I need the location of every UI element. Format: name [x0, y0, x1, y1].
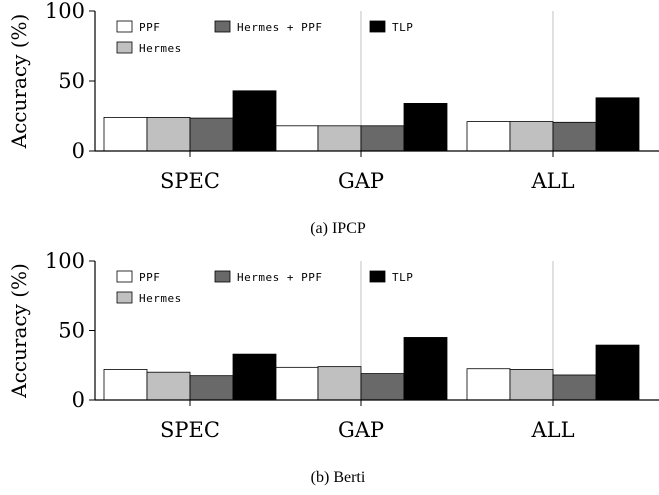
y-tick-label: 100 — [45, 249, 85, 273]
legend-swatch — [369, 20, 386, 33]
legend-item: Hermes — [116, 291, 182, 305]
y-axis-label: Accuracy (%) — [7, 263, 31, 399]
bar-tlp-all — [595, 344, 640, 401]
bar-tlp-gap — [403, 103, 448, 152]
bar-hermes-gap — [317, 125, 362, 152]
chart-panel-2: 0 50 100 SPEC GAP ALL Accuracy (%) PPF Hermes Her… — [7, 249, 659, 486]
legend-item: PPF — [116, 270, 160, 284]
bar-ppf-gap — [274, 125, 319, 152]
legend-item: Hermes + PPF — [214, 270, 322, 284]
bar-ppf-spec — [103, 369, 148, 401]
legend-item: Hermes — [116, 41, 182, 55]
legend-label: TLP — [392, 271, 413, 284]
bar-hermes-ppf-gap — [360, 125, 405, 152]
bar-hermes-ppf-all — [552, 374, 597, 401]
bar-tlp-all — [595, 97, 640, 152]
bar-tlp-spec — [232, 90, 277, 152]
legend-item: TLP — [369, 20, 413, 34]
legend-item: PPF — [116, 20, 160, 34]
legend-label: PPF — [139, 271, 160, 284]
legend-label: Hermes — [139, 42, 182, 55]
bar-ppf-spec — [103, 117, 148, 152]
x-tick-label: SPEC — [160, 418, 220, 442]
legend-swatch — [116, 20, 133, 33]
bar-hermes-ppf-all — [552, 121, 597, 152]
y-tick-label: 50 — [58, 319, 85, 343]
bar-hermes-ppf-gap — [360, 373, 405, 401]
legend-item: Hermes + PPF — [214, 20, 322, 34]
bar-hermes-spec — [146, 117, 191, 152]
y-axis-label: Accuracy (%) — [7, 14, 31, 150]
legend-label: Hermes + PPF — [237, 271, 322, 284]
legend-label: PPF — [139, 21, 160, 34]
legend-label: Hermes + PPF — [237, 21, 322, 34]
chart-caption: (a) IPCP — [310, 220, 366, 237]
x-tick-label: SPEC — [160, 169, 220, 193]
legend-swatch — [214, 20, 231, 33]
legend: PPF Hermes Hermes + PPF TLP — [116, 270, 413, 305]
legend: PPF Hermes Hermes + PPF TLP — [116, 20, 413, 55]
bar-ppf-gap — [274, 366, 319, 401]
x-tick-label: ALL — [530, 169, 574, 193]
bar-hermes-spec — [146, 371, 191, 401]
bar-ppf-all — [466, 368, 511, 401]
legend-swatch — [369, 270, 386, 283]
chart-panel-1: 0 50 100 SPEC GAP ALL Accuracy (%) PPF Hermes Her… — [7, 0, 659, 237]
x-tick-label: ALL — [530, 418, 574, 442]
legend-swatch — [214, 270, 231, 283]
bar-hermes-gap — [317, 366, 362, 401]
bar-tlp-spec — [232, 353, 277, 401]
chart-caption: (b) Berti — [311, 469, 366, 486]
x-tick-label: GAP — [338, 418, 384, 442]
y-tick-label: 0 — [72, 139, 85, 163]
legend-swatch — [116, 291, 133, 304]
bar-ppf-all — [466, 121, 511, 152]
y-tick-label: 100 — [45, 0, 85, 23]
bar-hermes-all — [509, 369, 554, 401]
y-tick-label: 50 — [58, 69, 85, 93]
bar-tlp-gap — [403, 337, 448, 401]
legend-swatch — [116, 270, 133, 283]
bar-hermes-ppf-spec — [189, 117, 234, 152]
x-tick-label: GAP — [338, 169, 384, 193]
bar-hermes-all — [509, 121, 554, 152]
legend-label: TLP — [392, 21, 413, 34]
bar-hermes-ppf-spec — [189, 375, 234, 401]
legend-label: Hermes — [139, 292, 182, 305]
y-tick-label: 0 — [72, 388, 85, 412]
legend-swatch — [116, 41, 133, 54]
legend-item: TLP — [369, 270, 413, 284]
